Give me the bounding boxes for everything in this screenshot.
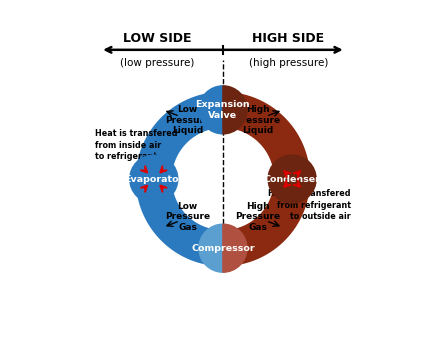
Text: Condenser: Condenser <box>263 175 320 183</box>
Wedge shape <box>223 86 247 134</box>
Text: HIGH SIDE: HIGH SIDE <box>252 32 323 45</box>
Circle shape <box>267 155 316 203</box>
Text: Low
Pressure
Liquid: Low Pressure Liquid <box>165 105 210 135</box>
Text: Evaporator: Evaporator <box>124 175 183 183</box>
Text: (high pressure): (high pressure) <box>248 58 327 68</box>
Text: Expansion
Valve: Expansion Valve <box>195 100 250 120</box>
Text: Low
Pressure
Gas: Low Pressure Gas <box>165 202 210 232</box>
Text: LOW SIDE: LOW SIDE <box>123 32 191 45</box>
Text: Heat is transfered
from inside air
to refrigerant: Heat is transfered from inside air to re… <box>95 129 177 161</box>
Wedge shape <box>198 86 223 134</box>
Circle shape <box>129 155 178 203</box>
Text: Heat is transfered
from refrigerant
to outside air: Heat is transfered from refrigerant to o… <box>268 189 350 221</box>
Text: High
Pressure
Liquid: High Pressure Liquid <box>235 105 280 135</box>
Text: Compressor: Compressor <box>191 244 254 253</box>
Wedge shape <box>198 224 223 272</box>
Text: (low pressure): (low pressure) <box>120 58 194 68</box>
Wedge shape <box>223 224 247 272</box>
Text: High
Pressure
Gas: High Pressure Gas <box>235 202 280 232</box>
